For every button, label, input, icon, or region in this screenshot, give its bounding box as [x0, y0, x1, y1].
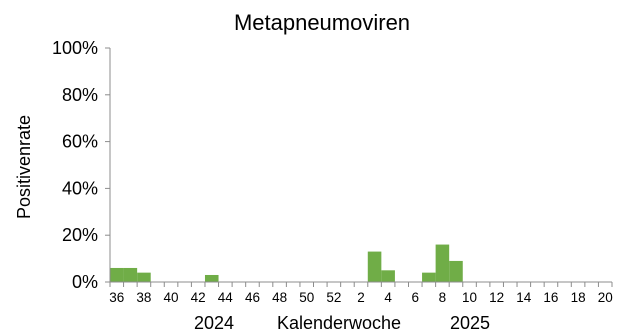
- y-tick-label: 100%: [52, 38, 98, 58]
- bar-week-36: [110, 267, 124, 282]
- chart-title: Metapneumoviren: [234, 10, 410, 35]
- bar-week-8: [435, 244, 450, 282]
- bar-week-7: [422, 272, 436, 282]
- x-tick-label: 38: [136, 290, 151, 305]
- x-tick-label: 8: [439, 290, 447, 305]
- x-tick-label: 16: [543, 290, 558, 305]
- bar-week-4: [381, 270, 395, 282]
- x-tick-label: 52: [326, 290, 341, 305]
- x-tick-label: 2: [357, 290, 365, 305]
- x-tick-label: 46: [245, 290, 260, 305]
- bars-layer: [110, 244, 463, 282]
- x-tick-label: 44: [218, 290, 234, 305]
- bar-week-37: [123, 267, 138, 282]
- bar-week-38: [137, 272, 151, 282]
- y-tick-label: 0%: [72, 272, 98, 292]
- x-tick-label: 20: [598, 290, 613, 305]
- axes-layer: 0%20%40%60%80%100%36 38 40 42 44 46 48 50 52 2 4 6 8…: [52, 38, 613, 305]
- year-label-2024: 2024: [194, 313, 234, 333]
- y-axis-label: Positivenrate: [14, 115, 34, 219]
- y-tick-label: 40%: [62, 178, 98, 198]
- x-tick-label: 36: [109, 290, 124, 305]
- x-tick-label: 40: [164, 290, 179, 305]
- y-tick-label: 20%: [62, 225, 98, 245]
- bar-week-9: [449, 260, 463, 282]
- x-tick-label: 18: [571, 290, 586, 305]
- y-tick-label: 80%: [62, 85, 98, 105]
- x-tick-label: 42: [191, 290, 206, 305]
- x-tick-label: 14: [516, 290, 532, 305]
- bar-week-3: [367, 251, 382, 282]
- x-tick-label: 50: [299, 290, 314, 305]
- y-tick-label: 60%: [62, 132, 98, 152]
- x-axis-label: Kalenderwoche: [277, 313, 401, 333]
- x-tick-label: 48: [272, 290, 287, 305]
- x-tick-label: 12: [489, 290, 504, 305]
- bar-week-43: [204, 274, 219, 282]
- x-tick-label: 10: [462, 290, 477, 305]
- x-tick-label: 6: [412, 290, 420, 305]
- x-tick-label: 4: [384, 290, 392, 305]
- year-label-2025: 2025: [450, 313, 490, 333]
